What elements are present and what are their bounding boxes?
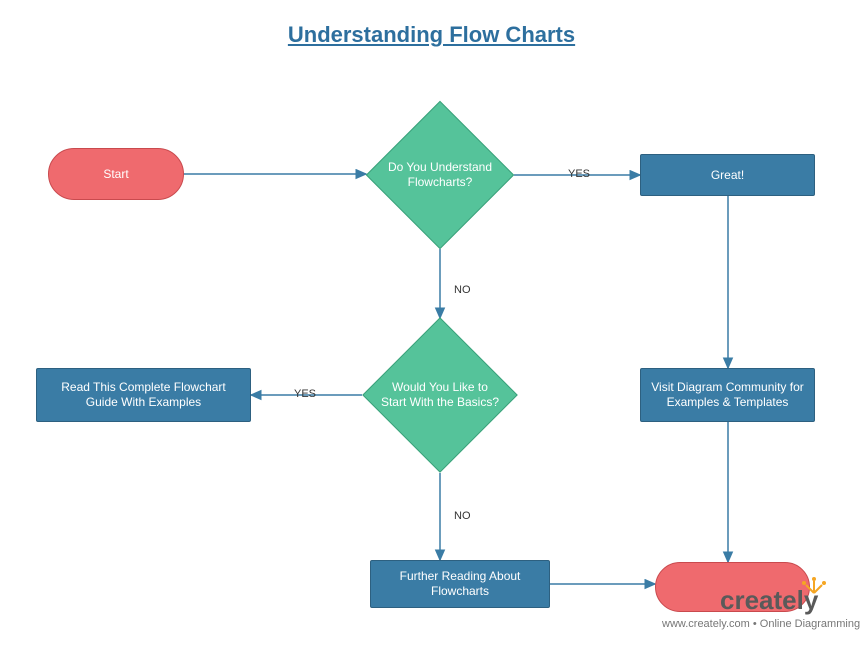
node-label: Visit Diagram Community for Examples & T… [649, 380, 806, 410]
footer-sep: • [750, 618, 760, 630]
footer-tagline: Online Diagramming [760, 618, 860, 630]
node-label: Would You Like to Start With the Basics? [362, 317, 518, 473]
page-title: Understanding Flow Charts [0, 22, 863, 48]
terminator-start: Start [48, 148, 184, 200]
footer-url: www.creately.com [662, 618, 750, 630]
decision-start-with-basics: Would You Like to Start With the Basics? [362, 317, 518, 473]
svg-text:creately: creately [720, 585, 819, 615]
node-label: Read This Complete Flowchart Guide With … [45, 380, 242, 410]
edge-label: YES [294, 388, 316, 400]
decision-understand-flowcharts: Do You Understand Flowcharts? [366, 101, 514, 249]
process-diagram-community: Visit Diagram Community for Examples & T… [640, 368, 815, 422]
node-label: Great! [711, 168, 744, 183]
node-label: Start [103, 167, 128, 182]
edge-label: YES [568, 168, 590, 180]
logo-svg: creately [720, 575, 840, 619]
process-great: Great! [640, 154, 815, 196]
process-further-reading: Further Reading About Flowcharts [370, 560, 550, 608]
edge-label: NO [454, 284, 471, 296]
process-flowchart-guide: Read This Complete Flowchart Guide With … [36, 368, 251, 422]
creately-logo: creately [720, 575, 840, 624]
node-label: Do You Understand Flowcharts? [366, 101, 514, 249]
footer-attribution: www.creately.com • Online Diagramming [662, 618, 860, 630]
edge-label: NO [454, 510, 471, 522]
node-label: Further Reading About Flowcharts [379, 569, 541, 599]
